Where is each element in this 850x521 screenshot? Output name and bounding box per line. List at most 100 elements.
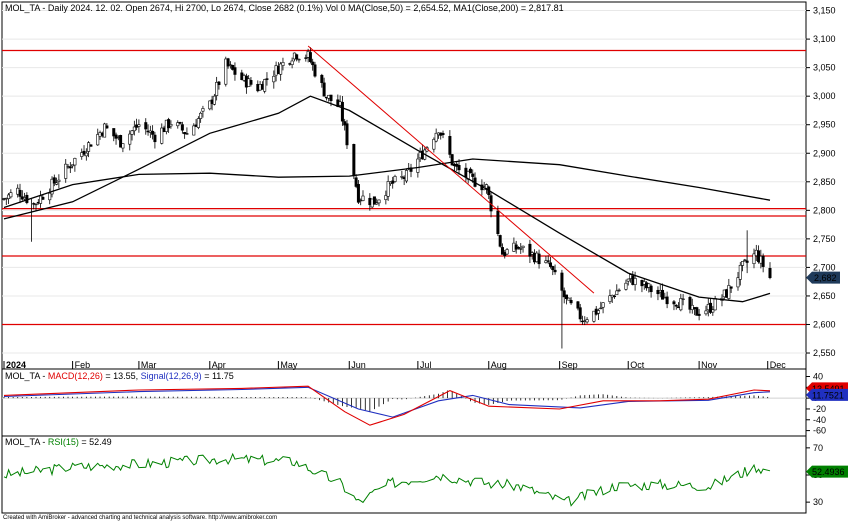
macd-line xyxy=(3,385,771,426)
candle-body xyxy=(82,150,86,155)
candle-body xyxy=(224,58,228,85)
candle-body xyxy=(688,297,692,310)
price-tick-label: 3,100 xyxy=(813,34,836,44)
trendline xyxy=(307,45,595,294)
candle-body xyxy=(434,132,438,142)
support-resistance-lines xyxy=(2,49,806,326)
rsi-header-prefix: MOL_TA - xyxy=(5,437,48,447)
candle-body xyxy=(569,300,573,304)
candle-body xyxy=(608,295,612,302)
month-label: Jun xyxy=(351,360,366,370)
candle-body xyxy=(528,243,532,257)
month-label: Oct xyxy=(630,360,645,370)
price-candles xyxy=(2,47,772,349)
candle-body xyxy=(41,196,45,200)
candle-body xyxy=(87,142,91,152)
candle-body xyxy=(649,285,653,293)
month-label: Apr xyxy=(212,360,226,370)
rsi-pane[interactable] xyxy=(1,435,807,514)
candle-body xyxy=(498,235,502,247)
candle-body xyxy=(68,166,72,169)
candle-body xyxy=(585,319,589,323)
macd-header-prefix: MOL_TA - xyxy=(5,371,48,381)
month-label: Nov xyxy=(701,360,718,370)
candle-body xyxy=(633,277,637,285)
macd-layer: 40200-20-40-6013.549111.7521 xyxy=(2,371,848,436)
candle-body xyxy=(114,134,118,139)
candle-body xyxy=(64,163,68,179)
candle-body xyxy=(391,180,395,184)
candle-body xyxy=(55,182,59,185)
candle-body xyxy=(290,60,294,65)
candle-body xyxy=(674,304,678,307)
candle-body xyxy=(192,125,196,136)
month-label: May xyxy=(280,360,298,370)
candle-body xyxy=(48,192,52,201)
candle-body xyxy=(167,119,171,129)
price-tick-label: 2,800 xyxy=(813,205,836,215)
candle-body xyxy=(130,130,134,135)
candle-body xyxy=(736,277,740,288)
macd-pane[interactable] xyxy=(1,368,807,437)
candle-body xyxy=(519,248,523,250)
signal-line xyxy=(3,386,771,418)
price-pane[interactable] xyxy=(1,1,807,370)
macd-header: MOL_TA - MACD(12,26) = 13.55, Signal(12,… xyxy=(5,371,234,381)
moving-averages xyxy=(3,95,771,303)
candle-body xyxy=(457,165,461,171)
candle-body xyxy=(615,290,619,296)
candle-body xyxy=(185,133,189,135)
rsi-tick-label: 70 xyxy=(813,443,823,453)
candle-body xyxy=(169,124,173,127)
candle-body xyxy=(393,176,397,182)
price-tick-label: 2,700 xyxy=(813,262,836,272)
candle-body xyxy=(352,144,356,177)
candle-body xyxy=(112,128,116,137)
candle-body xyxy=(743,259,747,261)
rsi-line xyxy=(3,452,771,507)
candle-body xyxy=(105,125,109,129)
candle-body xyxy=(713,298,717,311)
candle-body xyxy=(311,61,315,66)
candle-body xyxy=(768,267,772,278)
candle-body xyxy=(624,282,628,290)
candle-body xyxy=(752,253,756,264)
candle-body xyxy=(217,81,221,86)
candle-body xyxy=(103,123,107,138)
candle-body xyxy=(151,130,155,135)
month-label: Mar xyxy=(141,360,157,370)
rsi-tick-label: 30 xyxy=(813,497,823,507)
candle-body xyxy=(377,199,381,204)
candle-body xyxy=(448,136,452,155)
candle-body xyxy=(199,112,203,119)
candle-body xyxy=(727,285,731,299)
candle-body xyxy=(356,184,360,203)
candle-body xyxy=(73,157,77,166)
candle-body xyxy=(89,144,93,147)
candle-body xyxy=(272,75,276,83)
credit-text: Created with AmiBroker - advanced charti… xyxy=(3,515,277,521)
candle-body xyxy=(741,261,745,266)
candle-body xyxy=(183,132,187,135)
candle-body xyxy=(119,135,123,148)
candle-body xyxy=(361,195,365,201)
candle-body xyxy=(576,301,580,309)
price-tick-label: 2,950 xyxy=(813,120,836,130)
candle-body xyxy=(279,63,283,75)
candle-body xyxy=(551,266,555,271)
candle-body xyxy=(562,290,566,298)
month-label: Feb xyxy=(75,360,91,370)
candle-body xyxy=(599,307,603,310)
price-tick-label: 2,750 xyxy=(813,234,836,244)
candle-body xyxy=(560,272,564,291)
candle-body xyxy=(52,177,56,184)
candle-body xyxy=(304,57,308,59)
candle-body xyxy=(441,133,445,136)
price-tick-label: 3,050 xyxy=(813,63,836,73)
month-label: Sep xyxy=(562,360,578,370)
month-label: 2024 xyxy=(6,360,26,370)
candle-body xyxy=(592,310,596,322)
candle-body xyxy=(597,310,601,314)
candle-body xyxy=(322,82,326,97)
